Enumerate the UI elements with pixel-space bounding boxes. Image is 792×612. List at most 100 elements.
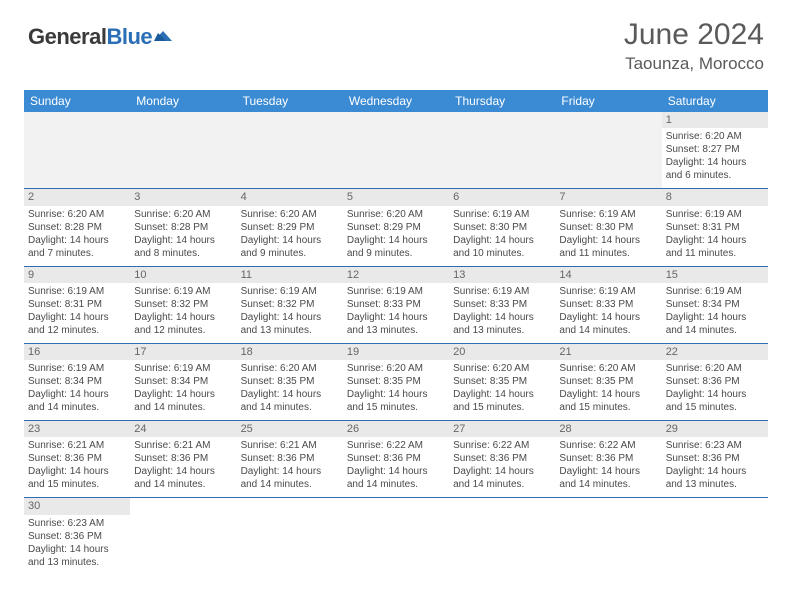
sunrise-label: Sunrise:: [134, 286, 173, 297]
day-number: 4: [237, 189, 343, 205]
day-number: 25: [237, 421, 343, 437]
day-info: Sunrise: 6:20 AMSunset: 8:28 PMDaylight:…: [28, 208, 126, 260]
sunrise-value: 6:21 AM: [280, 440, 317, 451]
day-info: Sunrise: 6:19 AMSunset: 8:33 PMDaylight:…: [559, 285, 657, 337]
sunrise-line: Sunrise: 6:22 AM: [347, 439, 445, 452]
sunrise-value: 6:23 AM: [705, 440, 742, 451]
sunset-label: Sunset:: [666, 144, 703, 155]
daylight-label: Daylight:: [241, 235, 283, 246]
calendar-week: 16Sunrise: 6:19 AMSunset: 8:34 PMDayligh…: [24, 343, 768, 420]
sunset-label: Sunset:: [559, 299, 596, 310]
sunset-line: Sunset: 8:33 PM: [559, 298, 657, 311]
day-number: 1: [662, 112, 768, 128]
sunset-label: Sunset:: [28, 299, 65, 310]
sunrise-label: Sunrise:: [134, 363, 173, 374]
sunset-line: Sunset: 8:36 PM: [559, 452, 657, 465]
daylight-line: Daylight: 14 hours and 14 minutes.: [134, 388, 232, 414]
day-info: Sunrise: 6:20 AMSunset: 8:36 PMDaylight:…: [666, 362, 764, 414]
sunset-value: 8:33 PM: [384, 299, 421, 310]
calendar-cell: 9Sunrise: 6:19 AMSunset: 8:31 PMDaylight…: [24, 266, 130, 343]
sunset-label: Sunset:: [28, 453, 65, 464]
daylight-line: Daylight: 14 hours and 9 minutes.: [347, 234, 445, 260]
calendar-cell: 12Sunrise: 6:19 AMSunset: 8:33 PMDayligh…: [343, 266, 449, 343]
sunset-line: Sunset: 8:34 PM: [666, 298, 764, 311]
sunset-line: Sunset: 8:35 PM: [559, 375, 657, 388]
day-number: 3: [130, 189, 236, 205]
day-number: 17: [130, 344, 236, 360]
daylight-label: Daylight:: [347, 389, 389, 400]
sunrise-line: Sunrise: 6:19 AM: [453, 208, 551, 221]
calendar-cell: 20Sunrise: 6:20 AMSunset: 8:35 PMDayligh…: [449, 343, 555, 420]
sunset-label: Sunset:: [559, 376, 596, 387]
daylight-label: Daylight:: [347, 312, 389, 323]
day-number: 20: [449, 344, 555, 360]
sunset-line: Sunset: 8:32 PM: [134, 298, 232, 311]
day-number: 16: [24, 344, 130, 360]
calendar-cell: 24Sunrise: 6:21 AMSunset: 8:36 PMDayligh…: [130, 421, 236, 498]
calendar-cell: 17Sunrise: 6:19 AMSunset: 8:34 PMDayligh…: [130, 343, 236, 420]
calendar-cell: 13Sunrise: 6:19 AMSunset: 8:33 PMDayligh…: [449, 266, 555, 343]
daylight-label: Daylight:: [559, 235, 601, 246]
day-info: Sunrise: 6:23 AMSunset: 8:36 PMDaylight:…: [28, 517, 126, 569]
sunset-value: 8:36 PM: [490, 453, 527, 464]
sunset-label: Sunset:: [28, 531, 65, 542]
day-number: 6: [449, 189, 555, 205]
daylight-line: Daylight: 14 hours and 15 minutes.: [347, 388, 445, 414]
sunset-value: 8:36 PM: [277, 453, 314, 464]
day-number: 22: [662, 344, 768, 360]
day-info: Sunrise: 6:19 AMSunset: 8:34 PMDaylight:…: [666, 285, 764, 337]
sunset-label: Sunset:: [241, 453, 278, 464]
calendar-cell: [237, 498, 343, 575]
sunrise-label: Sunrise:: [28, 440, 67, 451]
daylight-line: Daylight: 14 hours and 13 minutes.: [241, 311, 339, 337]
sunrise-value: 6:19 AM: [493, 209, 530, 220]
sunrise-label: Sunrise:: [134, 209, 173, 220]
sunset-value: 8:33 PM: [490, 299, 527, 310]
calendar-cell: 3Sunrise: 6:20 AMSunset: 8:28 PMDaylight…: [130, 189, 236, 266]
sunrise-line: Sunrise: 6:21 AM: [134, 439, 232, 452]
daylight-label: Daylight:: [559, 312, 601, 323]
sunrise-value: 6:20 AM: [280, 209, 317, 220]
sunset-line: Sunset: 8:36 PM: [347, 452, 445, 465]
sunrise-label: Sunrise:: [453, 363, 492, 374]
sunrise-label: Sunrise:: [28, 518, 67, 529]
calendar-cell: [662, 498, 768, 575]
sunrise-label: Sunrise:: [666, 440, 705, 451]
sunset-line: Sunset: 8:30 PM: [559, 221, 657, 234]
sunset-label: Sunset:: [134, 222, 171, 233]
sunrise-value: 6:22 AM: [386, 440, 423, 451]
logo: GeneralBlue: [28, 24, 176, 50]
day-info: Sunrise: 6:20 AMSunset: 8:35 PMDaylight:…: [241, 362, 339, 414]
sunset-line: Sunset: 8:33 PM: [453, 298, 551, 311]
day-info: Sunrise: 6:20 AMSunset: 8:27 PMDaylight:…: [666, 130, 764, 182]
day-info: Sunrise: 6:19 AMSunset: 8:32 PMDaylight:…: [241, 285, 339, 337]
day-info: Sunrise: 6:21 AMSunset: 8:36 PMDaylight:…: [134, 439, 232, 491]
daylight-label: Daylight:: [453, 235, 495, 246]
sunrise-value: 6:20 AM: [67, 209, 104, 220]
sunrise-label: Sunrise:: [28, 286, 67, 297]
day-number: 5: [343, 189, 449, 205]
sunrise-line: Sunrise: 6:19 AM: [666, 208, 764, 221]
daylight-line: Daylight: 14 hours and 14 minutes.: [347, 465, 445, 491]
daylight-line: Daylight: 14 hours and 14 minutes.: [666, 311, 764, 337]
calendar-cell: 7Sunrise: 6:19 AMSunset: 8:30 PMDaylight…: [555, 189, 661, 266]
sunrise-value: 6:22 AM: [599, 440, 636, 451]
sunset-value: 8:33 PM: [596, 299, 633, 310]
sunrise-value: 6:19 AM: [493, 286, 530, 297]
sunset-line: Sunset: 8:35 PM: [241, 375, 339, 388]
daylight-line: Daylight: 14 hours and 12 minutes.: [28, 311, 126, 337]
sunset-value: 8:28 PM: [171, 222, 208, 233]
calendar-table: SundayMondayTuesdayWednesdayThursdayFrid…: [24, 90, 768, 575]
daylight-label: Daylight:: [134, 312, 176, 323]
sunrise-line: Sunrise: 6:19 AM: [134, 362, 232, 375]
daylight-label: Daylight:: [666, 312, 708, 323]
daylight-label: Daylight:: [241, 466, 283, 477]
calendar-head: SundayMondayTuesdayWednesdayThursdayFrid…: [24, 90, 768, 112]
sunrise-line: Sunrise: 6:20 AM: [453, 362, 551, 375]
calendar-cell: [555, 112, 661, 189]
daylight-label: Daylight:: [28, 466, 70, 477]
calendar-cell: [24, 112, 130, 189]
calendar-cell: [130, 498, 236, 575]
daylight-line: Daylight: 14 hours and 14 minutes.: [28, 388, 126, 414]
day-number: 2: [24, 189, 130, 205]
